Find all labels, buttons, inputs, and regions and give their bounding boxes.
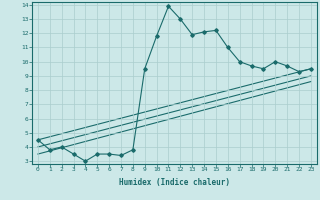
X-axis label: Humidex (Indice chaleur): Humidex (Indice chaleur) — [119, 178, 230, 187]
